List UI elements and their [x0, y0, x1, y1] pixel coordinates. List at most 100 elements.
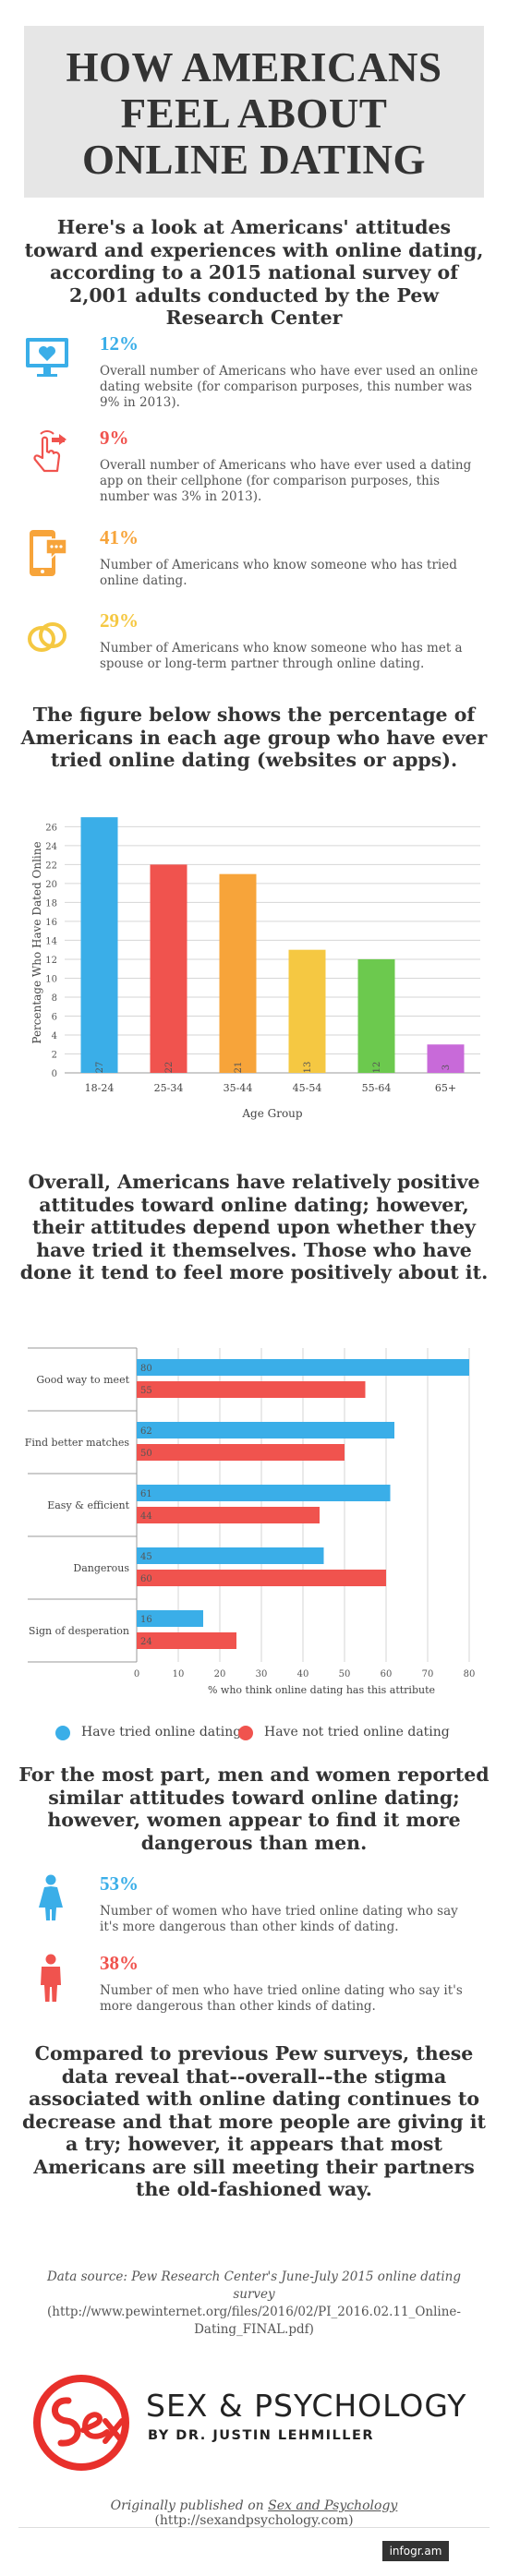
bar-value-label: 61: [140, 1489, 152, 1499]
logo-name: SEX & PSYCHOLOGY: [146, 2388, 467, 2424]
x-tick-label: 0: [134, 1669, 139, 1679]
source-url[interactable]: (http://www.pewinternet.org/files/2016/0…: [47, 2305, 461, 2337]
bar-value-label: 13: [303, 1062, 313, 1074]
bar-value-label: 55: [140, 1386, 152, 1396]
bar-value-label: 21: [234, 1062, 244, 1074]
legend-label-not-tried: Have not tried online dating: [264, 1725, 450, 1739]
x-tick-label: 45-54: [293, 1082, 322, 1094]
x-tick-label: 60: [381, 1669, 393, 1679]
bar-value-label: 27: [95, 1062, 105, 1074]
published-prefix: Originally published on: [110, 2498, 264, 2513]
x-tick-label: 70: [422, 1669, 434, 1679]
x-tick-label: 30: [256, 1669, 268, 1679]
bar-value-label: 60: [140, 1574, 152, 1584]
source-label: Data source: Pew Research Center's June-…: [46, 2269, 462, 2302]
x-tick-label: 50: [339, 1669, 351, 1679]
computer-heart-icon: [26, 338, 68, 377]
stat-percentage: 9%: [100, 427, 129, 449]
page-title: HOW AMERICANS FEEL ABOUT ONLINE DATING: [66, 44, 442, 183]
bar: [137, 1444, 345, 1461]
y-tick-label: 2: [52, 1050, 57, 1060]
stat-description: Overall number of Americans who have eve…: [100, 364, 478, 410]
x-tick-label: 55-64: [362, 1082, 392, 1094]
sex-psychology-logo-icon: [33, 2375, 129, 2471]
y-tick-label: 10: [45, 974, 57, 984]
rings-icon: [28, 622, 67, 652]
bar-value-label: 45: [140, 1552, 152, 1562]
published-note: Originally published on Sex and Psycholo…: [18, 2498, 490, 2528]
category-label: Sign of desperation: [29, 1625, 129, 1637]
bar: [150, 864, 187, 1073]
x-axis-title: % who think online dating has this attri…: [208, 1684, 435, 1696]
bar: [219, 873, 257, 1073]
gender-heading: For the most part, men and women reporte…: [18, 1763, 490, 1854]
category-label: Good way to meet: [36, 1374, 129, 1386]
attitudes-heading: Overall, Americans have relatively posit…: [19, 1171, 489, 1283]
y-tick-label: 0: [52, 1069, 57, 1079]
bar: [137, 1547, 324, 1564]
attitude-bar-chart: 0 10 20 30 40 50 60 70 80 Good way to meet 80 55 Fin…: [25, 1347, 476, 1696]
category-label: Dangerous: [73, 1562, 129, 1574]
y-tick-label: 26: [45, 823, 57, 833]
y-tick-label: 6: [52, 1012, 57, 1022]
x-tick-label: 65+: [435, 1082, 456, 1094]
published-link[interactable]: Sex and Psychology: [268, 2498, 398, 2513]
stat-description: Number of Americans who know someone who…: [100, 641, 463, 671]
y-tick-label: 16: [45, 918, 57, 928]
man-icon: [41, 1954, 61, 2002]
x-tick-label: 80: [464, 1669, 476, 1679]
stat-description: Number of men who have tried online dati…: [100, 1983, 463, 2014]
y-axis-title: Percentage Who Have Dated Online: [30, 841, 43, 1043]
y-tick-label: 14: [45, 936, 57, 946]
stat-description: Overall number of Americans who have eve…: [100, 458, 472, 504]
bar-value-label: 44: [140, 1511, 152, 1522]
stat-online-website: 12% Overall number of Americans who have…: [0, 332, 508, 410]
stat-met-partner: 29% Number of Americans who know someone…: [0, 609, 508, 683]
bar: [137, 1381, 366, 1398]
bar: [137, 1610, 203, 1627]
stat-men-dangerous: 38% Number of men who have tried online …: [0, 1952, 508, 2026]
bar: [137, 1632, 236, 1649]
legend-label-tried: Have tried online dating: [81, 1725, 242, 1739]
bar: [137, 1570, 386, 1586]
intro-heading: Here's a look at Americans' attitudes to…: [24, 216, 484, 329]
published-url[interactable]: (http://sexandpsychology.com): [154, 2513, 354, 2528]
hand-tap-icon: [33, 430, 67, 473]
infogram-badge[interactable]: infogr.am: [382, 2541, 449, 2561]
x-tick-label: 40: [297, 1669, 309, 1679]
y-tick-label: 24: [45, 842, 57, 852]
bar: [288, 949, 326, 1073]
stat-know-someone: 41% Number of Americans who know someone…: [0, 526, 508, 600]
x-tick-label: 10: [173, 1669, 185, 1679]
phone-chat-icon: [30, 530, 67, 576]
legend-swatch-tried: [55, 1726, 70, 1740]
stat-dating-app: 9% Overall number of Americans who have …: [0, 427, 508, 504]
data-source: Data source: Pew Research Center's June-…: [28, 2269, 480, 2339]
x-axis-title: Age Group: [241, 1107, 303, 1120]
age-group-bar-chart: 024681012141618202224262718-242225-34213…: [30, 817, 480, 1120]
bar-value-label: 80: [140, 1364, 152, 1374]
y-tick-label: 20: [45, 880, 57, 890]
bar: [357, 958, 395, 1073]
bar-value-label: 62: [140, 1426, 152, 1437]
bar: [427, 1044, 465, 1073]
bar: [137, 1507, 320, 1523]
bar-value-label: 16: [140, 1615, 152, 1625]
stat-percentage: 29%: [100, 609, 139, 632]
chart-legend: Have tried online dating Have not tried …: [0, 1723, 508, 1745]
legend-swatch-not-tried: [238, 1726, 253, 1740]
x-tick-label: 25-34: [154, 1082, 184, 1094]
figure-heading: The figure below shows the percentage of…: [20, 704, 488, 771]
stat-description: Number of women who have tried online da…: [100, 1904, 458, 1934]
stat-percentage: 41%: [100, 526, 139, 548]
x-tick-label: 35-44: [224, 1082, 253, 1094]
conclusion-text: Compared to previous Pew surveys, these …: [21, 2042, 487, 2200]
stat-description: Number of Americans who know someone who…: [100, 558, 457, 588]
bar-value-label: 3: [441, 1065, 452, 1070]
footer-divider: [18, 2527, 490, 2528]
y-tick-label: 18: [45, 898, 57, 909]
y-tick-label: 12: [45, 956, 57, 966]
stat-percentage: 38%: [100, 1952, 139, 1974]
woman-icon: [39, 1874, 63, 1920]
bar-value-label: 22: [164, 1062, 175, 1074]
